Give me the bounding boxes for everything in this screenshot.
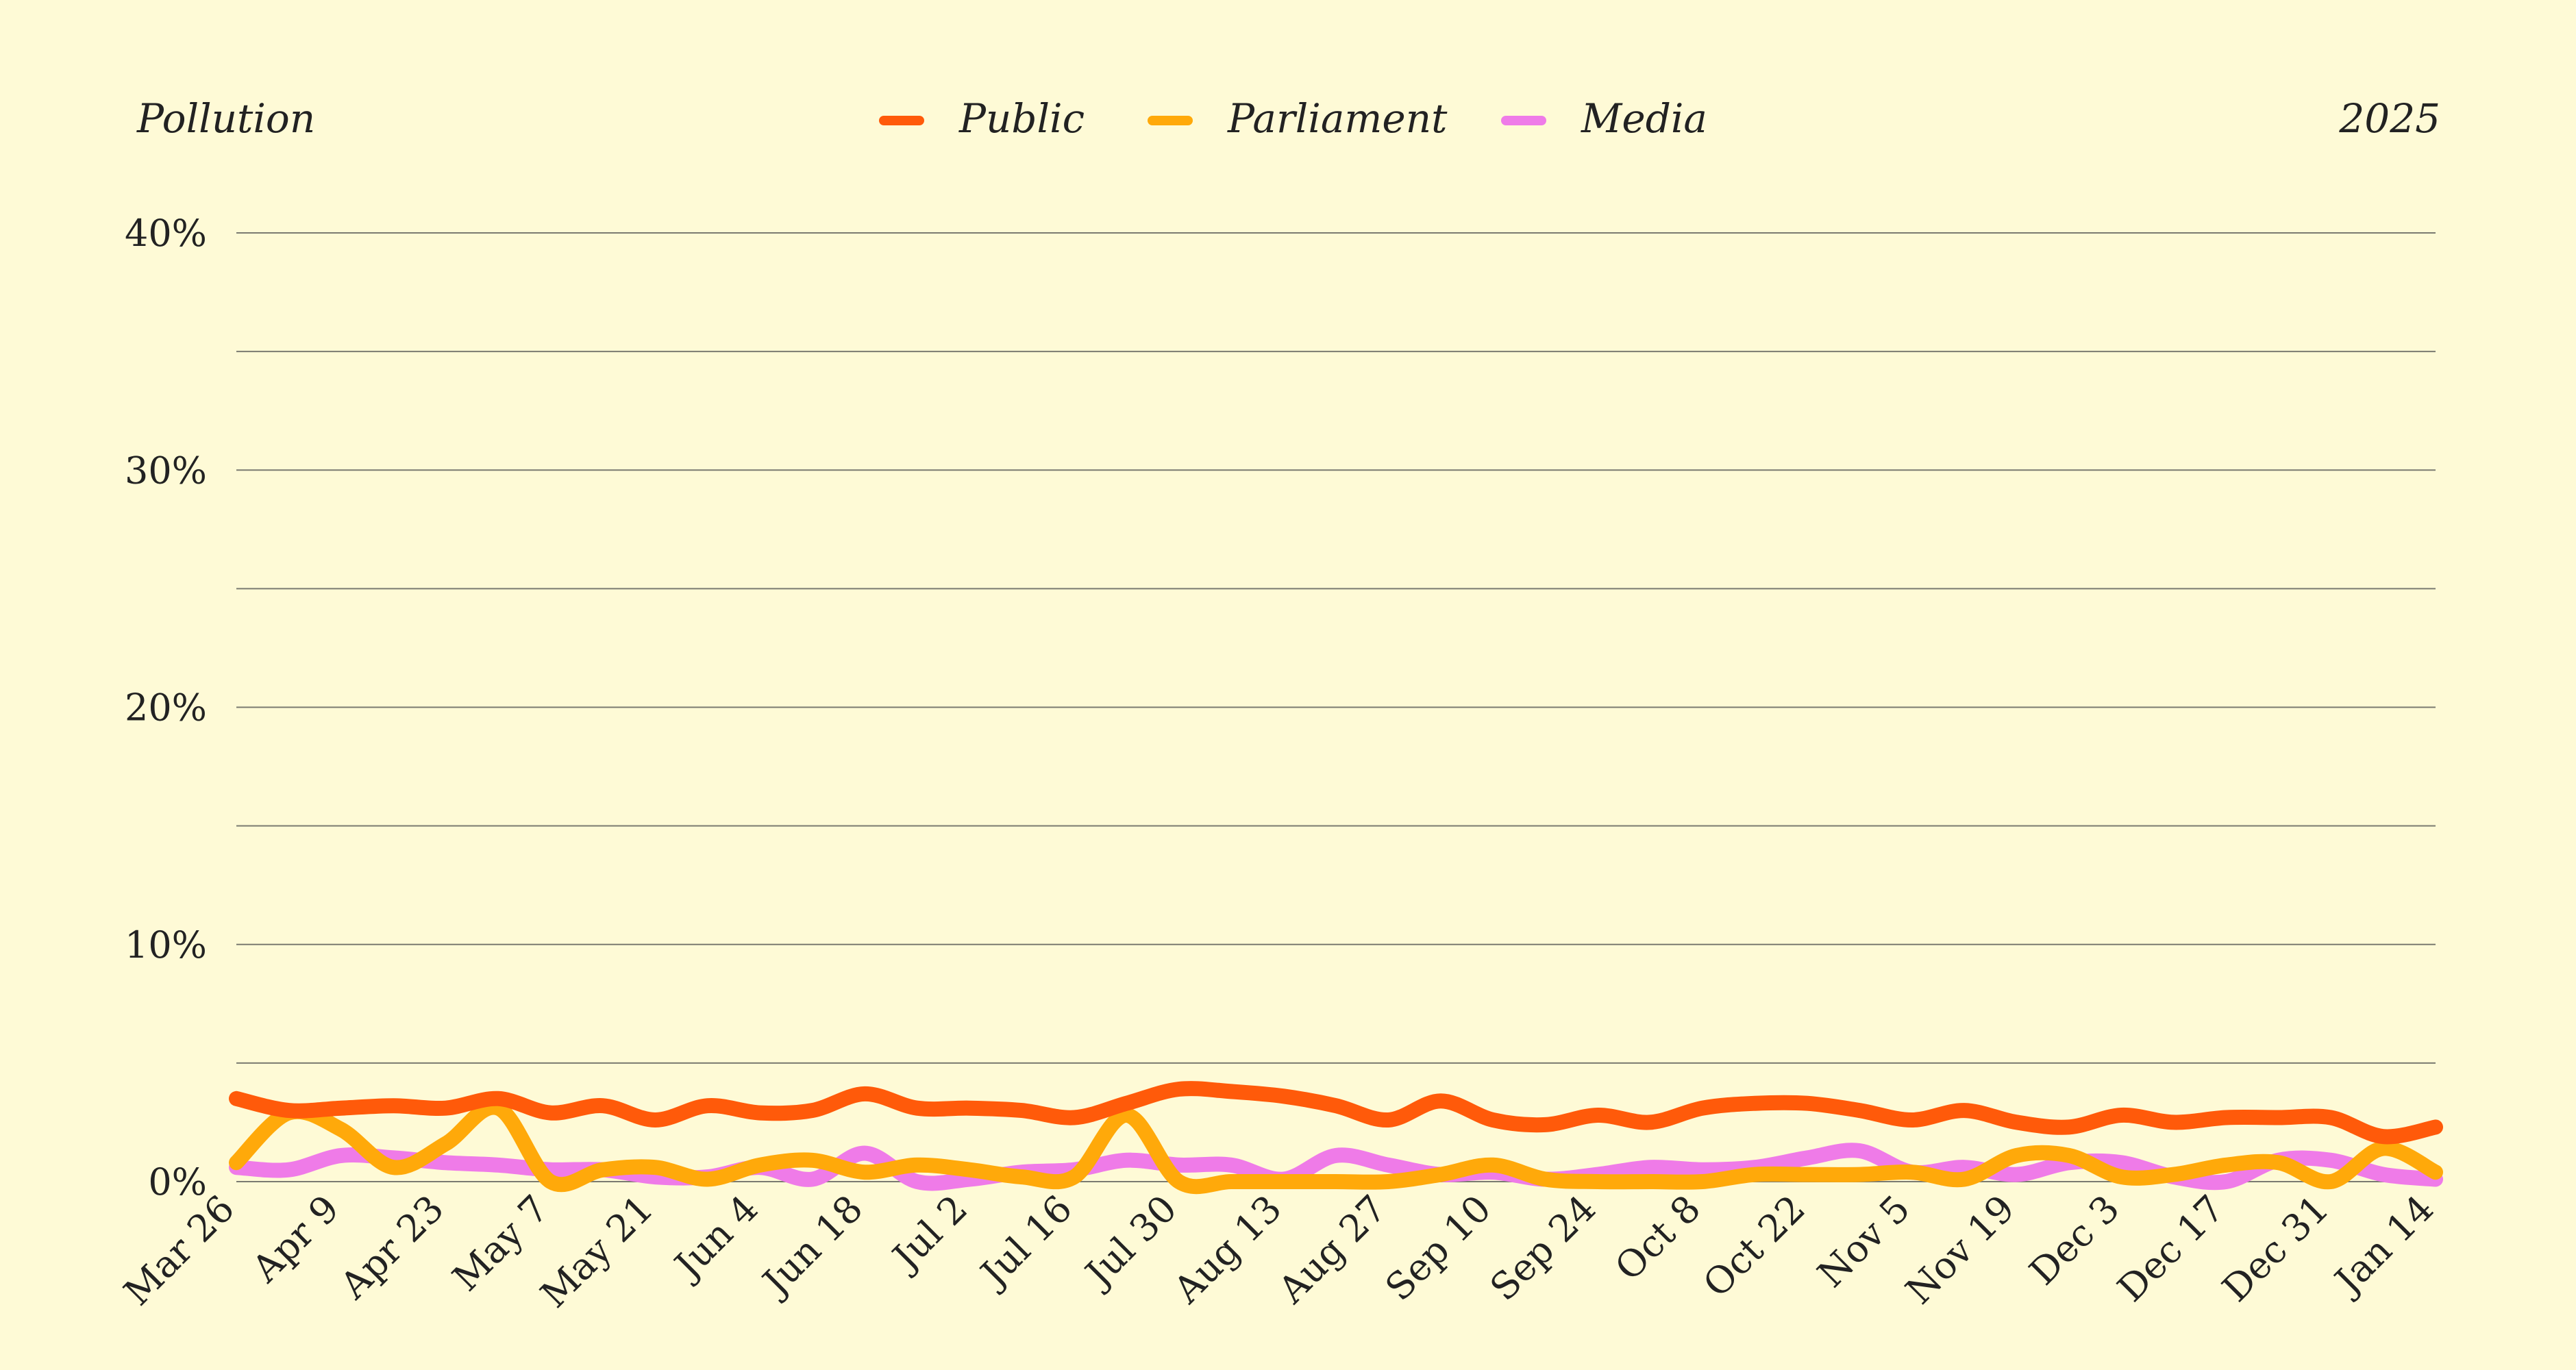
x-tick-label: Nov 19	[1898, 1187, 2023, 1312]
legend-item-media: Media	[1501, 95, 1707, 142]
legend-item-parliament: Parliament	[1148, 95, 1448, 142]
x-tick-label: Sep 24	[1482, 1187, 1604, 1309]
x-tick-label: Oct 22	[1695, 1187, 1813, 1306]
x-tick-label: Mar 26	[116, 1187, 243, 1314]
y-tick-label: 0%	[148, 1160, 207, 1204]
x-tick-label: Aug 27	[1270, 1187, 1395, 1312]
legend-label-parliament: Parliament	[1227, 95, 1448, 142]
y-axis: 0% 10% 20% 30% 40%	[125, 212, 207, 1204]
x-tick-label: Apr 23	[332, 1187, 452, 1308]
x-tick-label: Dec 17	[2109, 1187, 2233, 1310]
x-tick-label: Jul 2	[882, 1187, 976, 1281]
y-tick-label: 40%	[125, 212, 207, 255]
chart-title: Pollution	[136, 95, 315, 142]
y-tick-label: 10%	[125, 923, 207, 967]
x-tick-label: May 21	[532, 1187, 662, 1317]
x-tick-label: Aug 13	[1165, 1187, 1290, 1312]
gridlines	[236, 232, 2436, 1182]
y-tick-label: 30%	[125, 449, 207, 492]
x-tick-label: Jun 18	[752, 1187, 871, 1306]
legend-label-public: Public	[958, 95, 1085, 142]
x-tick-label: Sep 10	[1377, 1187, 1499, 1309]
legend-label-media: Media	[1581, 95, 1707, 142]
series-line-parliament	[229, 1099, 2443, 1195]
y-tick-label: 20%	[125, 686, 207, 730]
series-line-public	[229, 1081, 2443, 1145]
legend-item-public: Public	[879, 95, 1085, 142]
legend: Public Parliament Media	[879, 95, 1707, 142]
plot-area	[229, 1081, 2443, 1195]
x-tick-label: Jan 14	[2325, 1187, 2442, 1304]
x-tick-label: Jun 4	[664, 1187, 766, 1289]
x-tick-label: Oct 8	[1607, 1187, 1709, 1289]
x-tick-label: Jul 16	[970, 1187, 1080, 1297]
x-tick-label: Apr 9	[243, 1187, 347, 1291]
x-tick-label: Dec 31	[2214, 1187, 2337, 1310]
chart-year: 2025	[2338, 95, 2440, 142]
